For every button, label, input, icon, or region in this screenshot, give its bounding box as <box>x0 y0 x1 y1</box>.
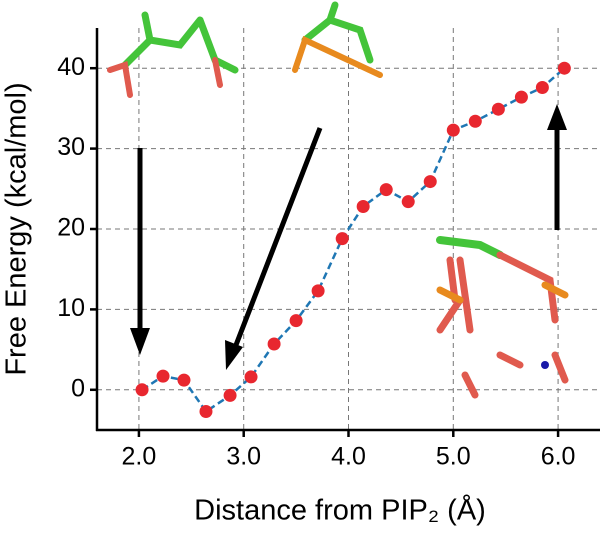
data-point <box>289 314 303 328</box>
molecule <box>436 281 569 304</box>
x-tick-label: 5.0 <box>436 443 471 471</box>
data-point <box>356 199 370 213</box>
data-point <box>535 80 549 94</box>
data-point <box>379 183 393 197</box>
data-point <box>177 373 191 387</box>
arrowhead <box>225 340 243 370</box>
arrowhead <box>130 328 150 355</box>
molecule <box>301 1 374 64</box>
data-point <box>223 388 237 402</box>
molecule <box>436 236 504 259</box>
data-point <box>401 195 415 209</box>
x-tick-label: 6.0 <box>541 443 576 471</box>
data-point <box>446 123 460 137</box>
arrowhead <box>547 104 567 130</box>
molecule <box>461 351 569 399</box>
data-point <box>156 369 170 383</box>
marks <box>135 61 571 419</box>
data-point <box>514 90 528 104</box>
molecule <box>292 35 383 78</box>
series-line <box>141 67 566 414</box>
y-tick-label: 40 <box>57 53 85 81</box>
x-tick-label: 3.0 <box>226 443 261 471</box>
molecule <box>121 11 239 74</box>
data-point <box>199 405 213 419</box>
data-point <box>491 102 505 116</box>
x-axis-label: Distance from PIP₂ (Å) <box>194 494 486 527</box>
y-axis-label: Free Energy (kcal/mol) <box>1 82 33 375</box>
data-point <box>311 284 325 298</box>
x-tick-label: 2.0 <box>122 443 157 471</box>
data-point <box>267 337 281 351</box>
arrow <box>233 127 323 346</box>
annotation-arrows <box>130 104 567 370</box>
atom <box>541 361 549 369</box>
molecule <box>436 251 559 334</box>
y-tick-label: 30 <box>57 133 85 161</box>
y-tick-label: 20 <box>57 214 85 242</box>
molecule <box>107 57 223 98</box>
data-point <box>135 383 149 397</box>
data-point <box>557 61 571 75</box>
data-point <box>335 232 349 246</box>
axes <box>90 28 600 437</box>
data-point <box>244 370 258 384</box>
data-point <box>468 114 482 128</box>
data-point <box>423 175 437 189</box>
y-tick-label: 0 <box>71 374 85 402</box>
x-tick-label: 4.0 <box>331 443 366 471</box>
y-tick-label: 10 <box>57 294 85 322</box>
molecule-illustrations <box>107 1 569 399</box>
